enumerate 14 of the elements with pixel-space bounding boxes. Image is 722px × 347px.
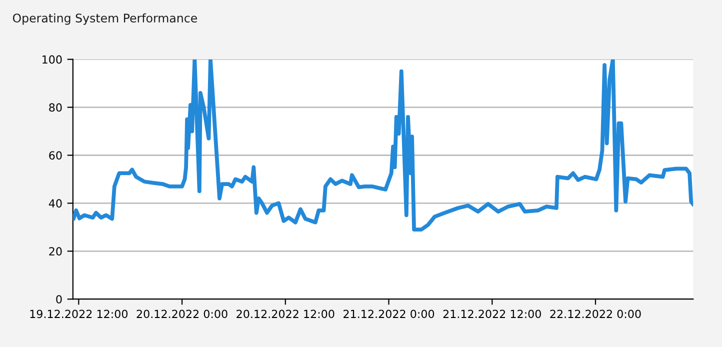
x-tick-label: 20.12.2022 12:00	[236, 310, 334, 318]
y-tick-label: 20	[49, 247, 62, 256]
x-tick-label: 20.12.2022 0:00	[136, 310, 228, 318]
y-tick-label: 80	[49, 103, 62, 112]
x-tick-label: 19.12.2022 12:00	[30, 310, 128, 318]
y-tick-label: 40	[48, 199, 62, 208]
y-tick-label: 60	[49, 151, 62, 160]
x-tick-label: 22.12.2022 0:00	[550, 310, 641, 318]
chart-title: Operating System Performance	[12, 13, 197, 25]
x-tick-label: 21.12.2022 12:00	[443, 310, 541, 318]
y-tick-label: 100	[42, 55, 62, 64]
x-tick-label: 21.12.2022 0:00	[344, 310, 434, 318]
y-tick-label: 0	[56, 295, 62, 304]
line-series	[72, 59, 694, 232]
